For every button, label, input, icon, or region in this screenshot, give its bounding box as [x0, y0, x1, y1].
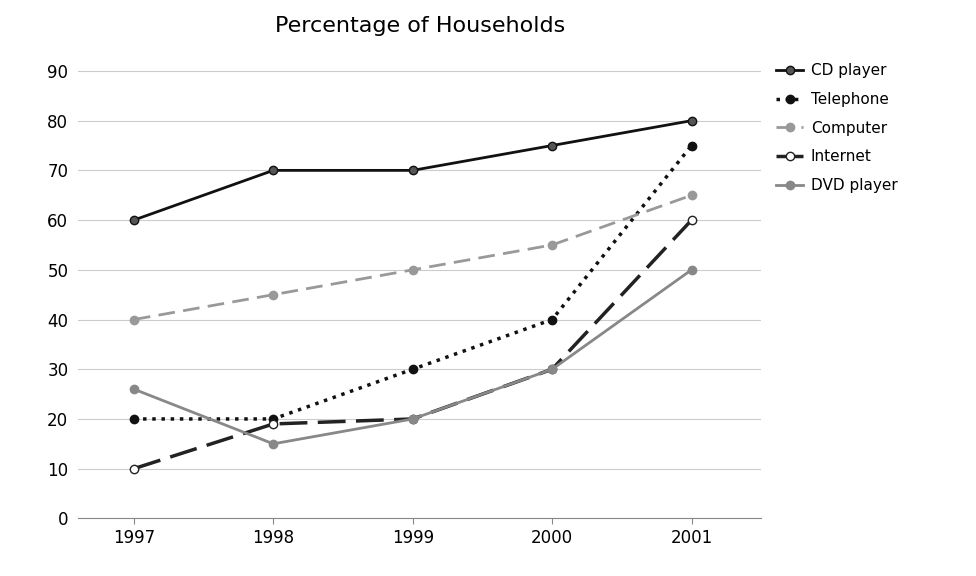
DVD player [267, 441, 279, 448]
Computer [128, 316, 140, 323]
Line: Computer: Computer [130, 191, 696, 324]
Computer [547, 241, 558, 248]
Internet [547, 366, 558, 373]
DVD player [686, 266, 698, 273]
Line: CD player: CD player [130, 116, 696, 224]
Telephone [686, 142, 698, 149]
Internet [407, 415, 419, 422]
Computer [407, 266, 419, 273]
Telephone [547, 316, 558, 323]
Title: Percentage of Households: Percentage of Households [274, 16, 565, 36]
CD player [128, 217, 140, 223]
Computer [267, 291, 279, 298]
Computer [686, 192, 698, 199]
Internet [267, 420, 279, 427]
Legend: CD player, Telephone, Computer, Internet, DVD player: CD player, Telephone, Computer, Internet… [776, 63, 898, 193]
CD player [267, 167, 279, 174]
CD player [407, 167, 419, 174]
DVD player [128, 386, 140, 393]
Telephone [407, 366, 419, 373]
Telephone [267, 415, 279, 422]
Line: DVD player: DVD player [130, 266, 696, 448]
Telephone [128, 415, 140, 422]
CD player [547, 142, 558, 149]
CD player [686, 117, 698, 124]
Line: Internet: Internet [130, 216, 696, 473]
Line: Telephone: Telephone [130, 141, 696, 423]
Internet [128, 465, 140, 472]
DVD player [407, 415, 419, 422]
DVD player [547, 366, 558, 373]
Internet [686, 217, 698, 223]
